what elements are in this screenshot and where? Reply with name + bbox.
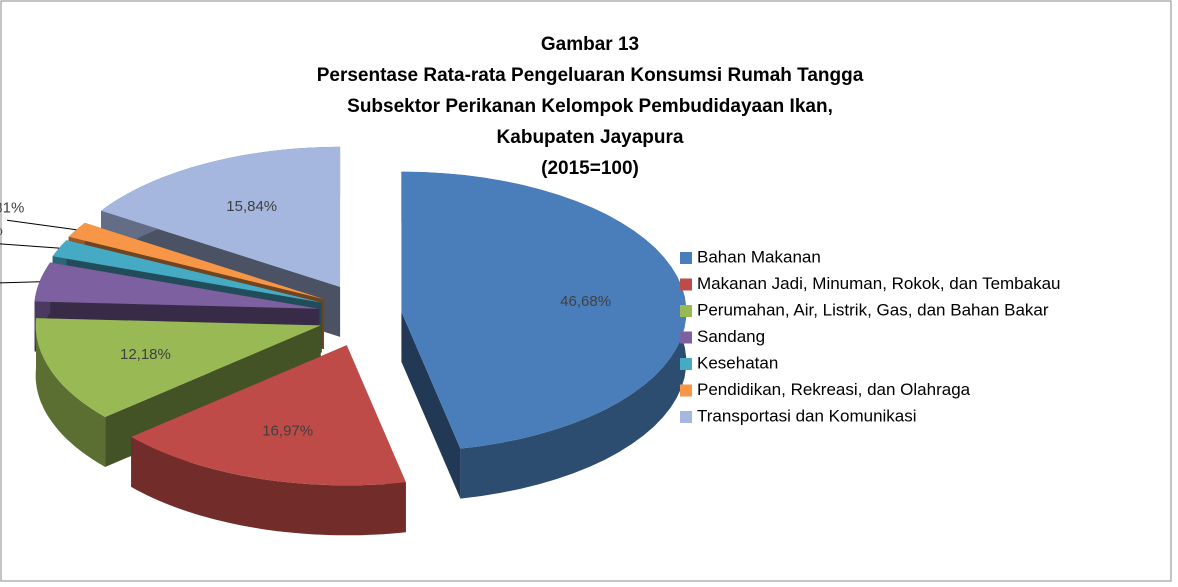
- slice-side: [401, 311, 461, 499]
- legend-label: Makanan Jadi, Minuman, Rokok, dan Tembak…: [697, 274, 1061, 293]
- legend-swatch: [680, 411, 692, 423]
- legend-swatch: [680, 305, 692, 317]
- legend-label: Kesehatan: [697, 353, 778, 372]
- legend-label: Pendidikan, Rekreasi, dan Olahraga: [697, 380, 971, 399]
- data-label: 1,81%: [0, 199, 24, 216]
- slice: [34, 262, 320, 309]
- chart-title: Gambar 13: [541, 34, 639, 55]
- legend-label: Sandang: [697, 327, 765, 346]
- legend-label: Transportasi dan Komunikasi: [697, 406, 917, 425]
- data-label: 1,98%: [0, 222, 3, 239]
- slice: [35, 318, 321, 417]
- slice: [101, 146, 341, 287]
- slice: [68, 222, 324, 300]
- data-label: 16,97%: [262, 423, 313, 440]
- legend-swatch: [680, 278, 692, 291]
- data-label: 46,68%: [560, 293, 611, 310]
- legend-swatch: [680, 331, 692, 344]
- chart-title: Persentase Rata-rata Pengeluaran Konsums…: [317, 65, 864, 86]
- legend-swatch: [680, 358, 692, 370]
- chart-title: Subsektor Perikanan Kelompok Pembudidaya…: [347, 96, 833, 117]
- chart-title: (2015=100): [541, 158, 639, 179]
- slice: [52, 240, 322, 303]
- data-label: 12,18%: [120, 346, 171, 363]
- leader-line: [0, 243, 60, 249]
- data-label: 15,84%: [226, 198, 277, 215]
- slice: [131, 345, 406, 486]
- slice-side: [131, 436, 406, 536]
- leader-line: [6, 219, 77, 231]
- leader-line: [0, 281, 40, 284]
- slice-side: [35, 318, 106, 467]
- legend-swatch: [680, 384, 692, 397]
- slice: [401, 171, 687, 449]
- legend-swatch: [680, 252, 692, 264]
- chart-title: Kabupaten Jayapura: [497, 127, 684, 148]
- legend-label: Bahan Makanan: [697, 247, 821, 266]
- legend-label: Perumahan, Air, Listrik, Gas, dan Bahan …: [697, 300, 1049, 319]
